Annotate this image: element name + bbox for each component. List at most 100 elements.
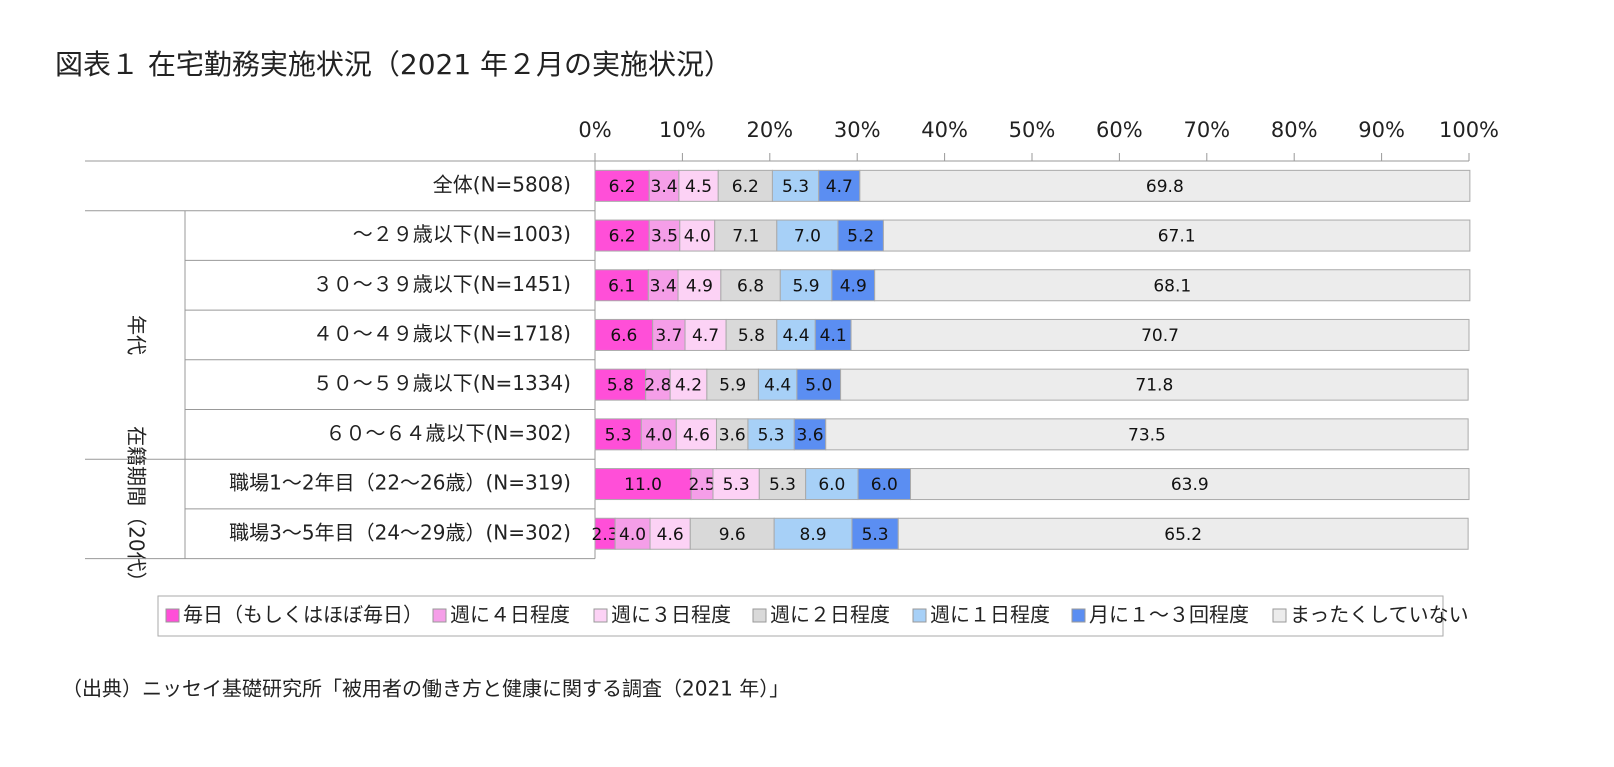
bar-segment xyxy=(850,318,1470,351)
value-label: 6.0 xyxy=(818,475,845,495)
bar-segment xyxy=(594,169,650,202)
value-label: 3.6 xyxy=(796,425,823,445)
legend-label: 週に３日程度 xyxy=(611,603,731,627)
bar-segment xyxy=(897,517,1469,550)
value-label: 70.7 xyxy=(1141,326,1179,346)
value-label: 4.1 xyxy=(820,326,847,346)
legend-swatch xyxy=(752,608,767,623)
bar-segment xyxy=(851,517,899,550)
bar-segment xyxy=(857,468,912,501)
value-label: 69.8 xyxy=(1146,177,1184,197)
bar-segment xyxy=(874,269,1471,302)
group-label: 年代 xyxy=(125,315,149,355)
value-label: 68.1 xyxy=(1153,276,1191,296)
legend-swatch xyxy=(165,608,180,623)
value-label: 2.8 xyxy=(644,376,671,396)
bar-segment xyxy=(882,219,1471,252)
value-label: 3.6 xyxy=(719,425,746,445)
value-label: 4.7 xyxy=(826,177,853,197)
value-label: 6.6 xyxy=(610,326,637,346)
category-label: ～２９歳以下(N=1003) xyxy=(353,222,571,246)
bar-segment xyxy=(910,468,1470,501)
x-tick-label: 80% xyxy=(1271,118,1318,142)
legend-swatch xyxy=(593,608,608,623)
value-label: 5.8 xyxy=(738,326,765,346)
bar-segment xyxy=(712,468,760,501)
bar-segment xyxy=(652,318,686,351)
x-tick-label: 30% xyxy=(834,118,881,142)
value-label: 4.6 xyxy=(683,425,710,445)
bar-segment xyxy=(840,368,1469,401)
bar-segment xyxy=(837,219,884,252)
category-label: 職場3～5年目（24～29歳）(N=302) xyxy=(229,520,571,544)
value-label: 67.1 xyxy=(1158,227,1196,247)
value-label: 63.9 xyxy=(1171,475,1209,495)
bar-segment xyxy=(594,468,692,501)
category-label: 職場1～2年目（22～26歳）(N=319) xyxy=(229,471,571,495)
value-label: 4.2 xyxy=(675,376,702,396)
bar-segment xyxy=(725,318,778,351)
bar-segment xyxy=(814,318,852,351)
value-label: 7.0 xyxy=(794,227,821,247)
bar-segment xyxy=(776,219,839,252)
bar-segment xyxy=(689,517,775,550)
value-label: 4.0 xyxy=(684,227,711,247)
value-label: 3.7 xyxy=(655,326,682,346)
bar-segment xyxy=(594,418,642,451)
x-tick-label: 20% xyxy=(746,118,793,142)
legend-label: まったくしていない xyxy=(1290,603,1469,627)
value-label: 5.3 xyxy=(605,425,632,445)
value-label: 71.8 xyxy=(1135,376,1173,396)
category-label: ３０～３９歳以下(N=1451) xyxy=(313,272,571,296)
value-label: 65.2 xyxy=(1164,525,1202,545)
bar-segment xyxy=(594,368,647,401)
category-label: ６０～６４歳以下(N=302) xyxy=(326,421,572,445)
value-label: 4.6 xyxy=(657,525,684,545)
bar-segment xyxy=(706,368,759,401)
value-label: 4.4 xyxy=(764,376,791,396)
value-label: 5.9 xyxy=(719,376,746,396)
bar-segment xyxy=(773,517,853,550)
bar-segment xyxy=(678,169,719,202)
value-label: 4.0 xyxy=(645,425,672,445)
value-label: 5.3 xyxy=(862,525,889,545)
value-label: 4.0 xyxy=(619,525,646,545)
category-label: ４０～４９歳以下(N=1718) xyxy=(313,321,571,345)
value-label: 2.3 xyxy=(592,525,619,545)
bar-segment xyxy=(796,368,842,401)
bar-segment xyxy=(645,368,671,401)
legend-label: 週に２日程度 xyxy=(770,603,890,627)
x-tick-label: 70% xyxy=(1183,118,1230,142)
value-label: 6.1 xyxy=(608,276,635,296)
value-label: 4.9 xyxy=(840,276,867,296)
value-label: 5.3 xyxy=(782,177,809,197)
value-label: 4.5 xyxy=(685,177,712,197)
value-label: 7.1 xyxy=(732,227,759,247)
x-tick-label: 40% xyxy=(921,118,968,142)
category-label: ５０～５９歳以下(N=1334) xyxy=(313,371,571,395)
legend-label: 週に１日程度 xyxy=(930,603,1050,627)
value-label: 6.2 xyxy=(609,177,636,197)
value-label: 6.0 xyxy=(871,475,898,495)
legend-swatch xyxy=(1071,608,1086,623)
bar-segment xyxy=(831,269,876,302)
value-label: 6.2 xyxy=(609,227,636,247)
bar-segment xyxy=(747,418,795,451)
value-label: 3.4 xyxy=(651,177,678,197)
value-label: 6.2 xyxy=(732,177,759,197)
bar-segment xyxy=(679,219,716,252)
value-label: 5.3 xyxy=(758,425,785,445)
value-label: 2.5 xyxy=(689,475,716,495)
bar-segment xyxy=(594,269,649,302)
bar-segment xyxy=(594,318,654,351)
source-note: （出典）ニッセイ基礎研究所「被用者の働き方と健康に関する調査（2021 年）」 xyxy=(62,677,789,701)
legend-swatch xyxy=(1272,608,1287,623)
value-label: 5.3 xyxy=(723,475,750,495)
x-tick-label: 100% xyxy=(1439,118,1499,142)
bar-segment xyxy=(614,517,651,550)
legend-label: 週に４日程度 xyxy=(450,603,570,627)
value-label: 4.7 xyxy=(692,326,719,346)
bar-segment xyxy=(640,418,677,451)
